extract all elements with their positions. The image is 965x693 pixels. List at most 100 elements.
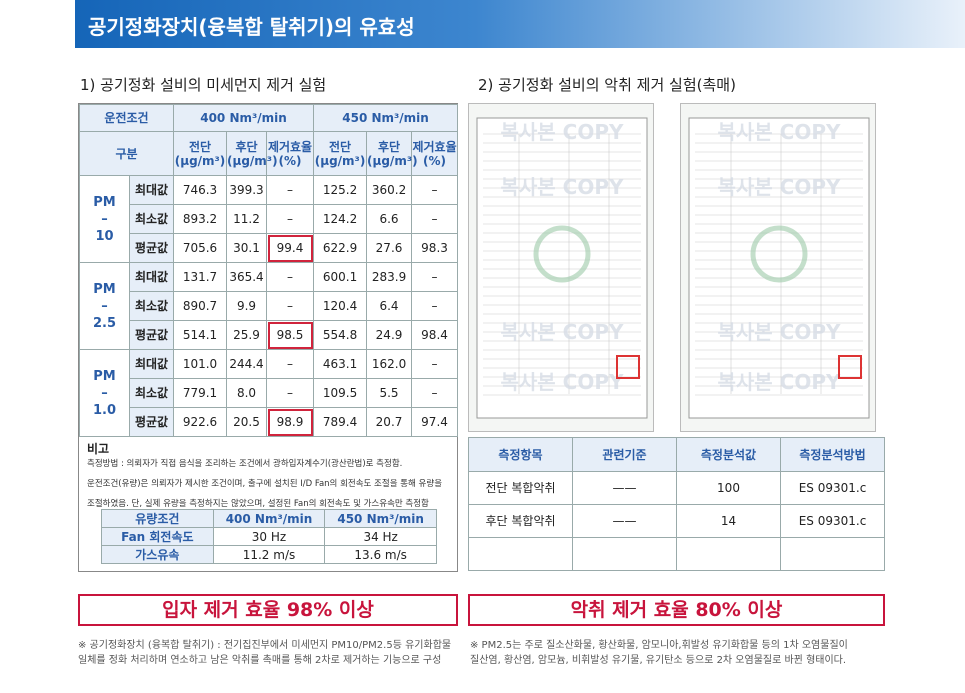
cell: – — [266, 175, 315, 205]
note-line: 운전조건(유량)은 의뢰자가 제시한 조건이며, 출구에 설치된 I/D Fan… — [87, 479, 443, 489]
header-cell: 구분 — [78, 131, 175, 176]
header-cell: 운전조건 — [78, 104, 175, 132]
header-cell: 유량조건 — [101, 509, 214, 528]
cell: ES 09301.c — [780, 504, 885, 538]
group-label: – — [101, 385, 108, 401]
row-label: 평균값 — [128, 320, 175, 350]
row: 측정항목 관련기준 측정분석값 측정분석방법 — [468, 437, 885, 472]
cell: – — [411, 262, 459, 292]
row-label: Fan 회전속도 — [101, 527, 214, 546]
cell: 120.4 — [313, 291, 368, 321]
cell: – — [266, 349, 315, 379]
cell: 98.9 — [266, 407, 315, 437]
cell: 365.4 — [226, 262, 268, 292]
cell: – — [411, 349, 459, 379]
footnote-line: 질산염, 황산염, 암모늄, 비휘발성 유기물, 유기탄소 등으로 2차 오염물… — [470, 655, 847, 666]
cell: 5.5 — [366, 378, 413, 408]
result-banner: 입자 제거 효율 98% 이상 — [78, 594, 458, 626]
cell: – — [411, 378, 459, 408]
cell: 554.8 — [313, 320, 368, 350]
cell — [468, 537, 573, 571]
cell: 131.7 — [173, 262, 228, 292]
cell — [572, 537, 677, 571]
watermark: 복사본 COPY — [501, 370, 625, 394]
footnote: ※ PM2.5는 주로 질소산화물, 황산화물, 암모니아,휘발성 유기화합물 … — [470, 638, 890, 668]
logo — [750, 225, 808, 283]
flow-table: 유량조건 400 Nm³/min 450 Nm³/min Fan 회전속도 30 Hz 3… — [101, 509, 437, 564]
cell: 360.2 — [366, 175, 413, 205]
cell: 514.1 — [173, 320, 228, 350]
note-title: 비고 — [87, 442, 110, 456]
cell: – — [266, 262, 315, 292]
cell: 11.2 — [226, 204, 268, 234]
cell: 101.0 — [173, 349, 228, 379]
row-label: 최대값 — [128, 175, 175, 205]
row — [468, 537, 885, 571]
logo — [533, 225, 591, 283]
row: 평균값 922.6 20.5 98.9 789.4 20.7 97.4 — [80, 407, 459, 437]
header-cell: 400 Nm³/min — [173, 104, 315, 132]
footnote-line: ※ 공기정화장치 (융복합 탈취기) : 전기집진부에서 미세먼지 PM10/P… — [78, 640, 452, 651]
cell: 30.1 — [226, 233, 268, 263]
cell: —— — [572, 504, 677, 538]
cell: – — [266, 204, 315, 234]
row: 평균값 705.6 30.1 99.4 622.9 27.6 98.3 — [80, 233, 459, 263]
cell: – — [411, 204, 459, 234]
cell: 30 Hz — [212, 527, 326, 546]
cell: 109.5 — [313, 378, 368, 408]
row: 가스유속 11.2 m/s 13.6 m/s — [101, 545, 437, 564]
cell: 779.1 — [173, 378, 228, 408]
certificate-image: 복사본 COPY 복사본 COPY 복사본 COPY 복사본 COPY — [468, 103, 654, 432]
group-cell: PM –2.5 — [79, 262, 130, 350]
odor-table: 측정항목 관련기준 측정분석값 측정분석방법 전단 복합악취 —— 100 ES 09301.… — [468, 437, 885, 571]
watermark: 복사본 COPY — [718, 320, 842, 344]
row: 최소값 779.1 8.0–109.5 5.5– — [80, 378, 459, 408]
cell: – — [266, 378, 315, 408]
cell: – — [411, 175, 459, 205]
result-banner: 악취 제거 효율 80% 이상 — [468, 594, 885, 626]
row-label: 최소값 — [128, 291, 175, 321]
header-cell: 후단 (μg/m³) — [226, 131, 278, 176]
note-line: 측정방법 : 의뢰자가 직접 음식을 조리하는 조건에서 광하입자계수기(광산란… — [87, 459, 403, 469]
footnote-line: ※ PM2.5는 주로 질소산화물, 황산화물, 암모니아,휘발성 유기화합물 … — [470, 640, 848, 651]
cell: – — [411, 291, 459, 321]
cell: 6.4 — [366, 291, 413, 321]
row: 최소값 893.2 11.2–124.2 6.6– — [80, 204, 459, 234]
watermark: 복사본 COPY — [501, 320, 625, 344]
cell — [676, 537, 781, 571]
cell: 20.7 — [366, 407, 413, 437]
note-line: 조절하였음. 단, 실제 유량을 측정하지는 않았으며, 설정된 Fan의 회전… — [87, 499, 429, 509]
seal — [838, 355, 862, 379]
row-label: 최대값 — [128, 349, 175, 379]
header-bar: 공기정화장치(융복합 탈취기)의 유효성 — [75, 0, 965, 48]
cell: – — [266, 291, 315, 321]
pm-table: 운전조건 400 Nm³/min 450 Nm³/min 구분 전단 (μg/m³) 후단… — [78, 104, 459, 437]
cell — [780, 537, 885, 571]
header-cell: 450 Nm³/min — [324, 509, 437, 528]
cell: 100 — [676, 471, 781, 505]
header-cell: 측정항목 — [468, 437, 573, 472]
group-label: – — [101, 211, 108, 227]
cell: 922.6 — [173, 407, 228, 437]
row: 전단 복합악취 —— 100 ES 09301.c — [468, 471, 885, 505]
row: Fan 회전속도 30 Hz 34 Hz — [101, 527, 437, 546]
certificate-image: 복사본 COPY 복사본 COPY 복사본 COPY 복사본 COPY — [680, 103, 876, 432]
footnote: ※ 공기정화장치 (융복합 탈취기) : 전기집진부에서 미세먼지 PM10/P… — [78, 638, 463, 668]
group-cell: PM –1.0 — [79, 349, 130, 437]
cell: 283.9 — [366, 262, 413, 292]
row-label: 최소값 — [128, 204, 175, 234]
footnote-line: 일체를 정화 처리하며 연소하고 남은 악취를 촉매를 통해 2차로 제거하는 … — [78, 655, 442, 666]
header-cell: 제거효율 (%) — [411, 131, 459, 176]
header-cell: 전단 (μg/m³) — [173, 131, 228, 176]
row-label: 최대값 — [128, 262, 175, 292]
row: 평균값 514.1 25.9 98.5 554.8 24.9 98.4 — [80, 320, 459, 350]
cell: 11.2 m/s — [212, 545, 326, 564]
row-label: 가스유속 — [101, 545, 214, 564]
cell: 746.3 — [173, 175, 228, 205]
cell: 622.9 — [313, 233, 368, 263]
row: 운전조건 400 Nm³/min 450 Nm³/min — [78, 104, 459, 132]
cell: 244.4 — [226, 349, 268, 379]
group-label: PM — [93, 281, 116, 297]
group-label: PM — [93, 194, 116, 210]
row: 유량조건 400 Nm³/min 450 Nm³/min — [101, 509, 437, 528]
